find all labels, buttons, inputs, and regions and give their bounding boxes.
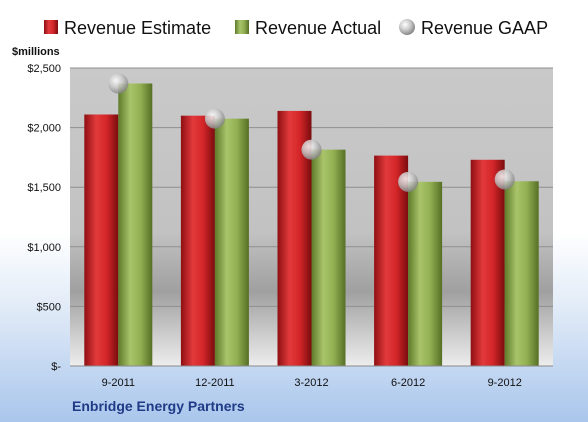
x-tick-label: 9-2012 [488,377,522,389]
gaap-markers [108,73,515,192]
legend-swatch-actual [235,20,249,34]
legend-label-actual: Revenue Actual [255,18,381,38]
legend-label-estimate: Revenue Estimate [64,18,211,38]
marker-revenue-gaap [494,169,515,190]
x-tick-label: 9-2011 [102,377,135,389]
bar-revenue-estimate [470,159,505,366]
bar-revenue-actual [311,149,346,366]
y-tick-label: $2,500 [27,63,61,75]
y-tick-label: $2,000 [27,123,61,135]
bar-revenue-actual [118,83,153,366]
company-name-label: Enbridge Energy Partners [72,398,245,414]
legend-item-gaap: Revenue GAAP [399,18,548,38]
marker-revenue-gaap [204,108,225,129]
x-tick-label: 12-2011 [195,377,235,389]
legend-swatch-estimate [44,20,58,34]
x-tick-label: 6-2012 [391,377,425,389]
marker-revenue-gaap [108,73,129,94]
marker-revenue-gaap [301,139,322,160]
legend-swatch-gaap [399,19,415,35]
x-axis-ticks: 9-2011 12-2011 3-2012 6-2012 9-2012 [102,377,522,389]
bar-revenue-estimate [374,155,409,366]
y-tick-label: $- [51,361,61,373]
bar-revenue-actual [214,118,249,366]
legend: Revenue Estimate Revenue Actual Revenue … [44,18,548,38]
y-axis-ticks: $- $500 $1,000 $1,500 $2,000 $2,500 [27,63,61,373]
y-tick-label: $1,000 [27,242,61,254]
bar-revenue-estimate [180,115,215,367]
bar-revenue-actual [408,181,443,366]
bars [84,83,539,367]
y-tick-label: $1,500 [27,182,61,194]
legend-item-actual: Revenue Actual [235,18,381,38]
bar-revenue-estimate [84,114,119,366]
x-tick-label: 3-2012 [294,377,328,389]
bar-revenue-actual [504,181,539,366]
y-tick-label: $500 [37,301,61,313]
legend-label-gaap: Revenue GAAP [421,18,548,38]
y-axis-unit-label: $millions [12,46,60,58]
legend-item-estimate: Revenue Estimate [44,18,211,38]
marker-revenue-gaap [398,171,419,192]
